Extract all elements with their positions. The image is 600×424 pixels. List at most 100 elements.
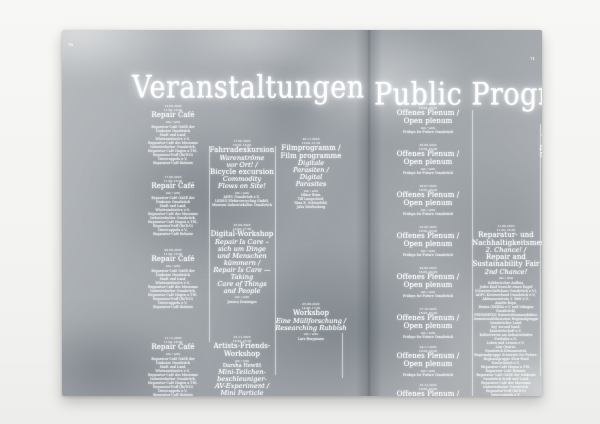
event-line: mit / with [165, 352, 181, 357]
event-line: 27.10.2023 [419, 307, 437, 311]
event-line: 19.00–21.00 [301, 140, 321, 145]
event-line: Ostercappeln e.V., [157, 156, 189, 161]
event-line: Film programme [280, 151, 342, 160]
event-line: 14.00–18.00 [232, 338, 252, 343]
event-line: 11.00–16.00 [163, 251, 183, 256]
event-line: Reparatur-Café Bohmte [153, 231, 193, 236]
event-block: 11.06.2023 11.00–18.00 Reparatur- und Nachh… [472, 224, 542, 396]
event-line: Fridays for Future Osnabrück [403, 171, 453, 176]
event-line: 14.00–18.00 [539, 229, 542, 233]
event-line: Lisa Quarze, [495, 344, 517, 349]
event-line: Industriekultur Osnabrück, [150, 144, 196, 149]
event-block: 28.07.2023 18.00–20.00 Offenes Plenum / Ope… [384, 184, 472, 216]
event-line: Offenes Plenum / [396, 232, 460, 241]
event-line: Services to Real [539, 187, 542, 194]
event-line: Reparatur-Café OASE der [151, 356, 195, 361]
event-line: Osnabrück Klimaneutral, [484, 348, 528, 353]
event-line: beschleuniger- [217, 375, 267, 384]
event-line: Daten politisch? – [539, 130, 542, 138]
event-line: Offenes Plenum / [396, 273, 460, 282]
event-line: 18.00–20.00 [418, 187, 438, 192]
event-line: Reparatur-Café OASE der [151, 195, 195, 200]
event-line: Stadt und Land, [159, 203, 187, 208]
column-divider [540, 124, 541, 376]
event-line: Repair Is Care – [215, 237, 269, 246]
event-line: mit / with [539, 249, 542, 253]
event-line: mit / with [420, 248, 436, 253]
event-line: Regionalgruppe Slow Food [483, 356, 529, 361]
event-line: 11.00–18.00 [496, 227, 516, 232]
column-divider [342, 333, 343, 378]
event-line: ReparaturTreff (ReTrO) [153, 296, 193, 301]
event-line: Diakonie Osnabrück [156, 272, 190, 277]
event-line: Diakonie Osnabrück [156, 360, 190, 365]
event-line: Solidarischer Aufbau, [487, 280, 525, 285]
event-block: 30.06.2023 18.00–20.00 Offenes Plenum / Ope… [384, 143, 472, 176]
event-line: ADFC Kreisverband Osnabrück e.V., [475, 292, 537, 297]
event-line: Nachhaltigkeitsmesse [472, 238, 542, 247]
event-line: 18.00–20.00 [418, 228, 438, 233]
event-line: Gemeinwohlökonomie Regionalgruppe [473, 316, 539, 321]
event-line: kümmern / [223, 258, 261, 267]
event-line: 09.09.2023 [164, 248, 182, 252]
event-line: 25.08.2023 [419, 225, 437, 229]
event-line: 26.11.2023 [302, 137, 320, 141]
event-line: Ungerechtigkeiten / [539, 151, 542, 166]
event-line: 26.05.2023 [419, 102, 437, 106]
event-line: Till Langschied, [297, 197, 325, 202]
event-line: Repair Café [151, 111, 195, 120]
event-line: 23.09.2023 [233, 223, 251, 227]
event-line: Open plenum [403, 321, 453, 330]
event-line: Workshop [539, 116, 542, 123]
event-line: Flows on Site! [218, 182, 266, 190]
event-line: 11.00–16.00 [163, 178, 183, 183]
event-line: Leben und Lernen e.V., [486, 340, 526, 345]
event-line: Diakonie Osnabrück [156, 199, 190, 204]
column-divider [209, 146, 210, 342]
event-line: Viktor Brim, [300, 193, 322, 198]
event-line: Industriekultur Osnabrück, [150, 215, 196, 220]
event-line: 11.06.2023 [497, 224, 515, 228]
event-line: 18.00–20.00 [418, 105, 438, 110]
event-line: bej' second hand, [491, 324, 521, 329]
event-line: Digital-Workshop [210, 230, 274, 239]
event-block: 13.05.2023 11.00–16.00 Repair Café mit / wi… [137, 104, 209, 164]
event-block: 23.09.2023 14.00–17.00 Digital-Workshop Rep… [209, 223, 275, 303]
event-line: mit / with [165, 191, 181, 196]
event-line: Parasites [295, 180, 327, 188]
event-line: Offenes Plenum / [396, 390, 460, 396]
event-line: Wüsteninitiative e.V., [155, 280, 191, 285]
event-line: 24.11.2023 [419, 345, 437, 349]
event-line: Political? – [539, 173, 542, 180]
event-line: Offenes Plenum / [396, 352, 460, 361]
book-spread: 70 71 Veranstaltungen Public Programme 1… [62, 30, 542, 396]
event-line: Reparatur-Café OASE der [151, 268, 195, 273]
event-line: ReparaturTreff (ReTrO) [486, 388, 526, 393]
event-line: #linkchain – [539, 258, 542, 265]
event-line: Mini-Teilchen- [218, 368, 266, 377]
event-line: and People [223, 286, 261, 295]
event-line: FEINSEIFEN Naturseifenmanufaktur, [474, 312, 538, 317]
event-line: Open plenum [403, 239, 453, 248]
event-line: Jedes Kind braucht einen Engel [479, 284, 533, 289]
event-line: Artists-Friends- [539, 232, 542, 239]
event-line: 18.00–20.00 [418, 310, 438, 315]
event-line: Industriekultur Osnabrück, [150, 288, 196, 293]
event-line: 15.12.2023 [419, 383, 437, 387]
event-line: Fridays for Future Osnabrück [403, 373, 453, 378]
event-line: Offenes Plenum / [396, 191, 460, 200]
event-line: Reparatur-Café des Museums [148, 372, 198, 377]
event-line: Stadt und Land, [159, 132, 187, 137]
event-line: 05.08.2023 [302, 302, 320, 306]
event-line: mit / with [420, 166, 436, 171]
event-line: Open plenum [403, 157, 453, 166]
event-line: ADFC Osnabrück e.V., [223, 195, 261, 200]
event-line: Open plenum [403, 280, 453, 289]
event-line: of the University of Osnabrück [539, 214, 542, 218]
event-block: 17.06.2023 11.00–16.00 Repair Café mit / wi… [137, 175, 209, 236]
page-number-right: 71 [530, 56, 536, 61]
event-line: Wüsteninitiative e.V., [155, 368, 191, 373]
event-block: 17.06.2023 15.00–18.00 Fahrradexkursion War… [209, 139, 275, 207]
event-line: mit / with [234, 190, 250, 195]
event-line: 25.11.2023 [233, 335, 251, 339]
